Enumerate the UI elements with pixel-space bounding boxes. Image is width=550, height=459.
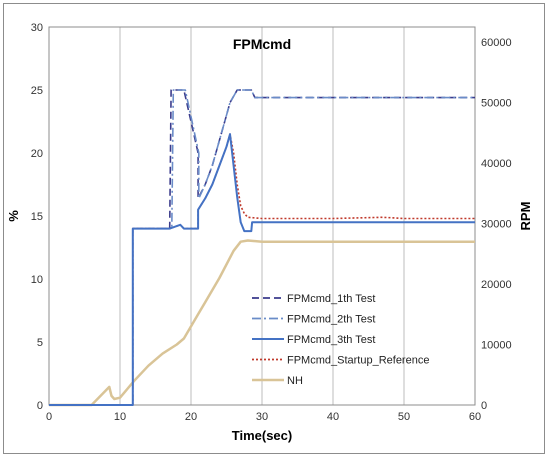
x-tick-label: 20 [185, 411, 197, 423]
series-line-nh [49, 239, 475, 407]
y2-tick-label: 10000 [481, 340, 512, 352]
x-tick-label: 60 [469, 411, 481, 423]
y2-tick-label: 20000 [481, 279, 512, 291]
y-axis-title: % [6, 210, 21, 222]
y-tick-label: 10 [31, 274, 43, 286]
series-line-fpmcmd-3th-test [49, 133, 475, 406]
y2-axis-title: RPM [518, 202, 533, 231]
y2-tick-label: 40000 [481, 158, 512, 170]
y-tick-label: 15 [31, 211, 43, 223]
y2-tick-label: 30000 [481, 219, 512, 231]
chart-frame: 0 10 20 30 40 50 60 0 5 10 15 20 25 30 0 10000 20000 30… [3, 3, 545, 454]
x-tick-labels: 0 10 20 30 40 50 60 [46, 411, 481, 423]
x-gridlines [48, 27, 476, 405]
chart-title: FPMcmd [233, 36, 291, 52]
x-tick-label: 0 [46, 411, 52, 423]
y2-tick-label: 50000 [481, 98, 512, 110]
x-tick-label: 40 [327, 411, 339, 423]
x-axis-title: Time(sec) [232, 428, 292, 443]
y-tick-label: 5 [37, 337, 43, 349]
y-tick-label: 30 [31, 22, 43, 34]
series-line-fpmcmd-2th-test [49, 89, 475, 406]
legend: FPMcmd_1th Test FPMcmd_2th Test FPMcmd_3th… [252, 293, 429, 387]
series-layer [49, 89, 475, 407]
legend-label-fpmcmd-3th-test: FPMcmd_3th Test [287, 334, 375, 346]
y-tick-labels: 0 5 10 15 20 25 30 [31, 22, 43, 412]
plot-area-border [48, 26, 476, 406]
y2-tick-labels: 0 10000 20000 30000 40000 50000 60000 [481, 37, 512, 412]
x-tick-label: 30 [256, 411, 268, 423]
legend-label-fpmcmd-2th-test: FPMcmd_2th Test [287, 314, 375, 326]
legend-label-fpmcmd-1th-test: FPMcmd_1th Test [287, 293, 375, 305]
x-tick-label: 50 [398, 411, 410, 423]
y2-tick-label: 60000 [481, 37, 512, 49]
line-chart: 0 10 20 30 40 50 60 0 5 10 15 20 25 30 0 10000 20000 30… [6, 22, 533, 443]
y-tick-label: 25 [31, 85, 43, 97]
x-tick-label: 10 [114, 411, 126, 423]
legend-label-fpmcmd-startup-reference: FPMcmd_Startup_Reference [287, 355, 429, 367]
y-tick-label: 20 [31, 148, 43, 160]
y-tick-label: 0 [37, 400, 43, 412]
legend-label-nh: NH [287, 375, 303, 387]
y2-tick-label: 0 [481, 400, 487, 412]
